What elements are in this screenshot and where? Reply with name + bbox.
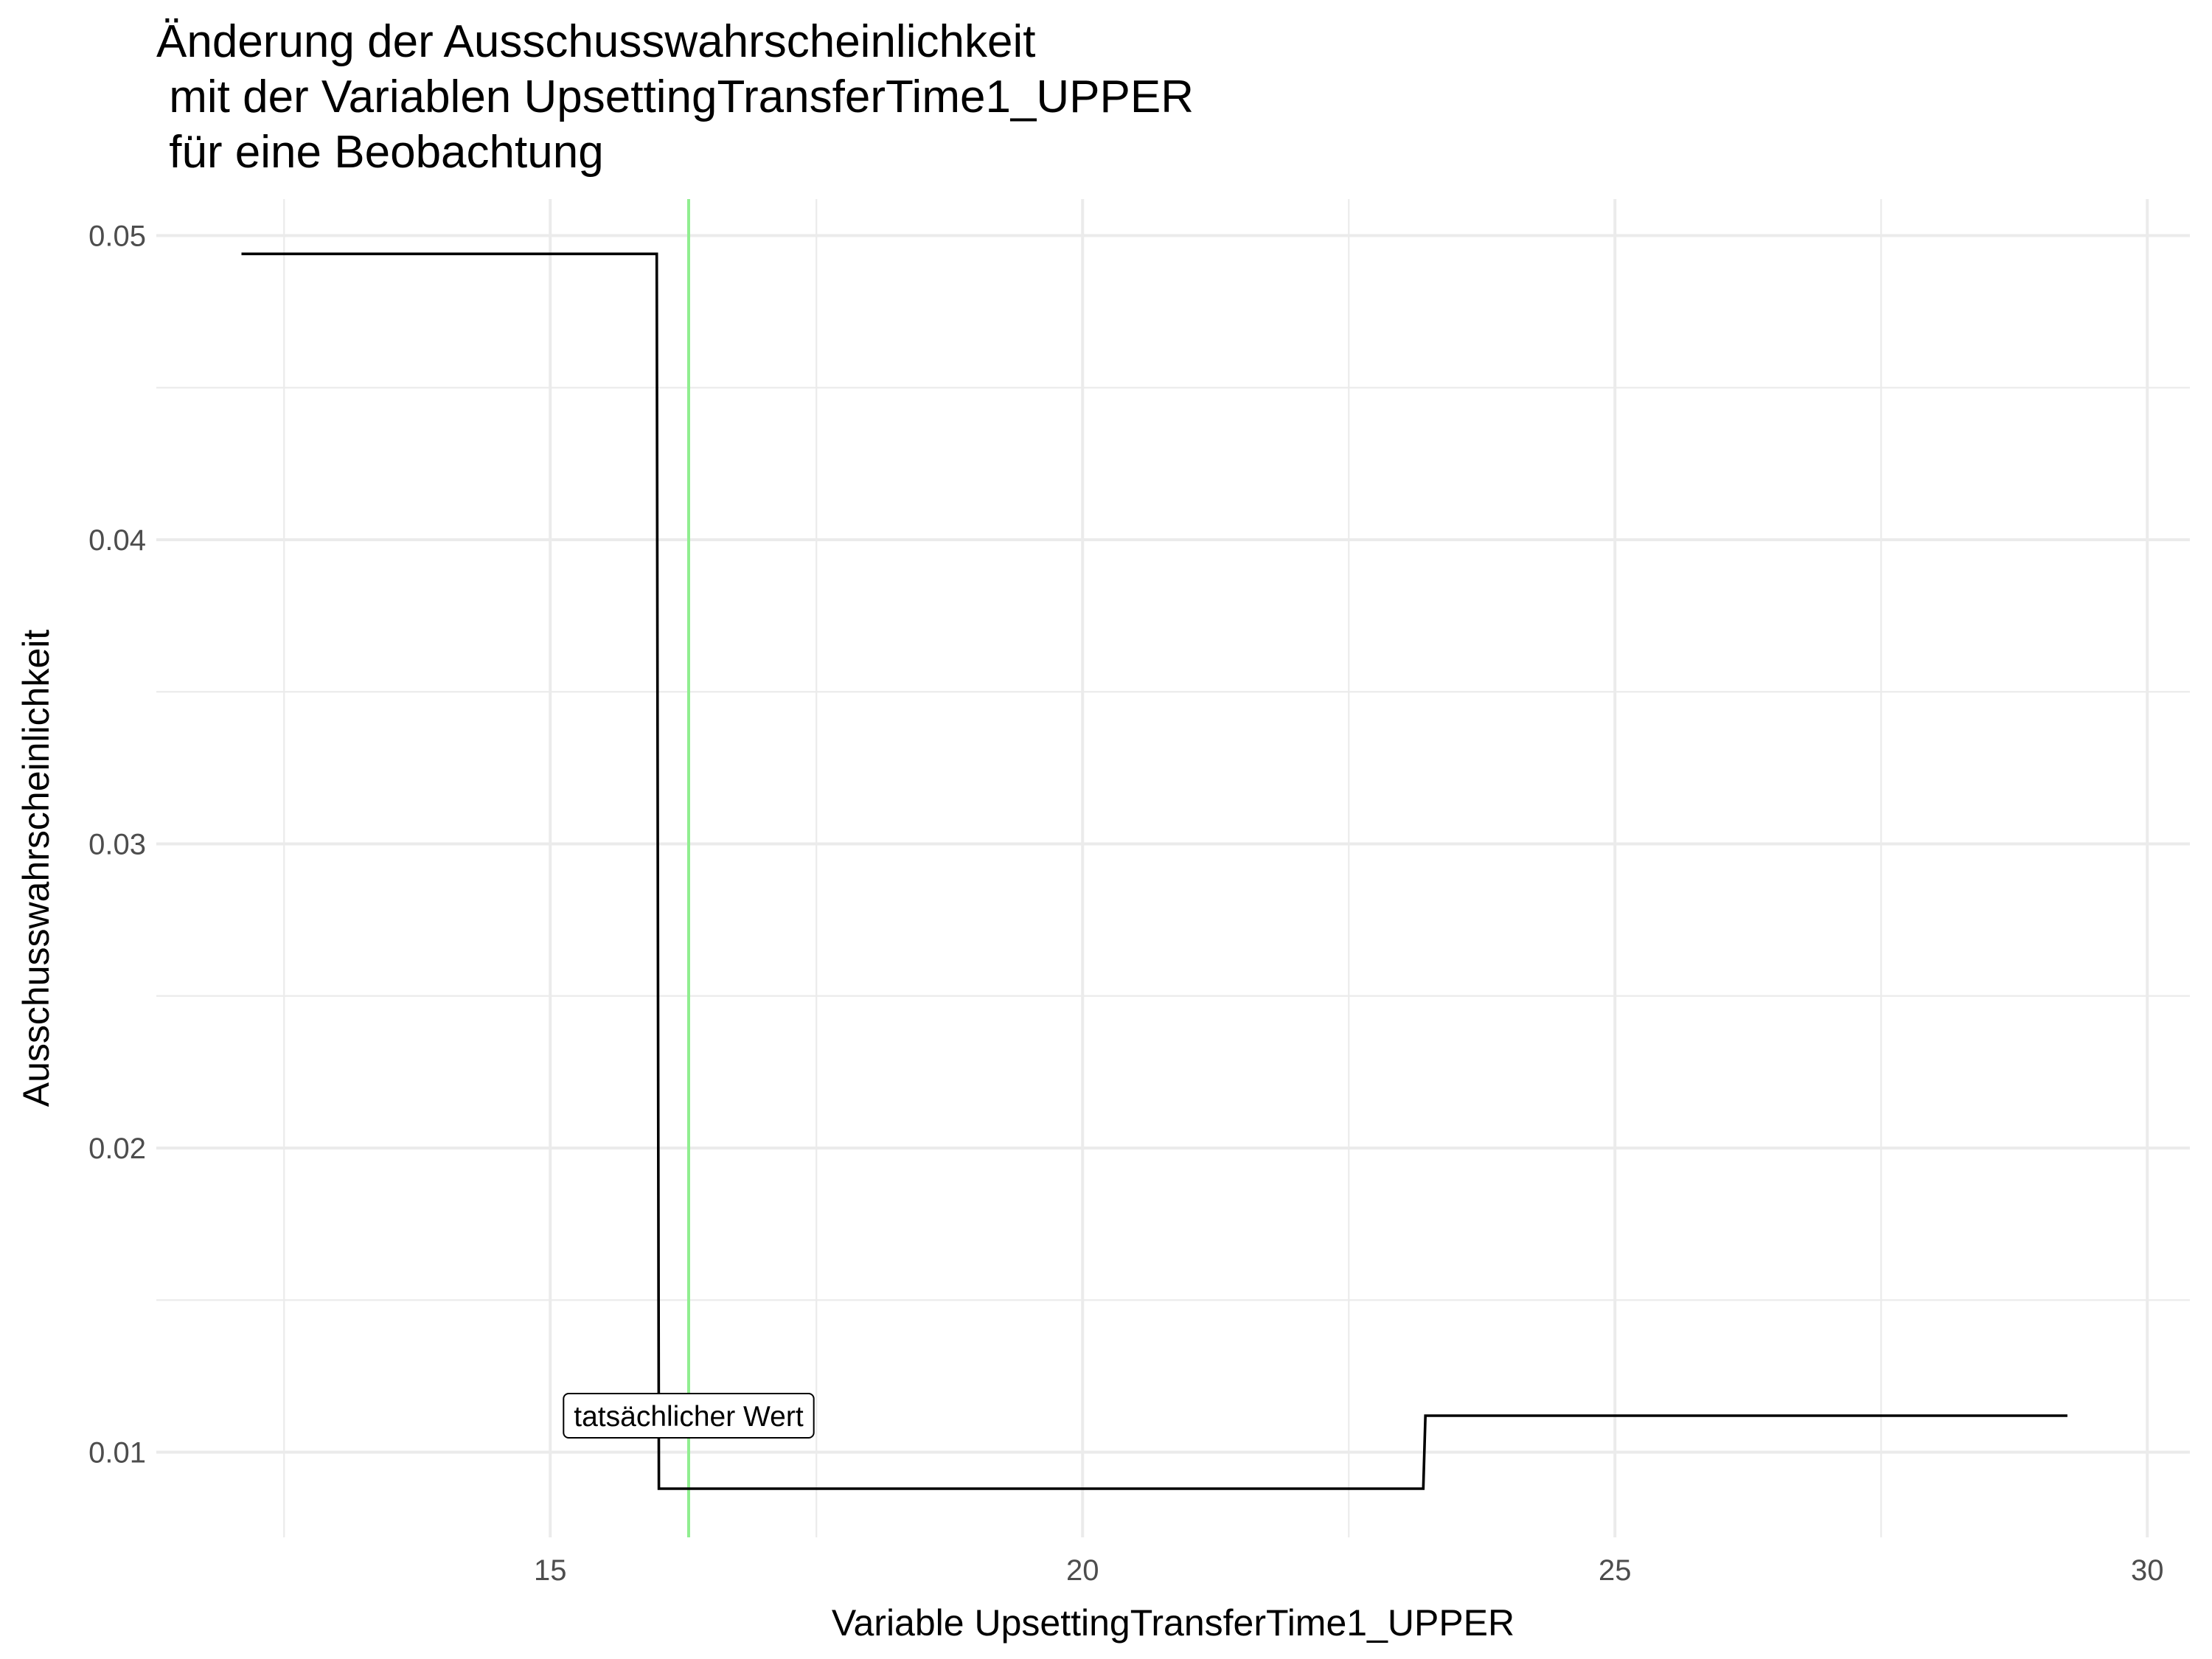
y-axis-title: Ausschusswahrscheinlichkeit xyxy=(15,630,57,1107)
chart-title: Änderung der Ausschusswahrscheinlichkeit… xyxy=(156,16,1194,178)
y-tick-label-4: 0.05 xyxy=(88,220,146,253)
annotation-label: tatsächlicher Wert xyxy=(574,1401,804,1433)
y-tick-label-1: 0.02 xyxy=(88,1133,146,1165)
series-group xyxy=(241,252,2067,1490)
x-axis-title: Variable UpsettingTransferTime1_UPPER xyxy=(832,1602,1514,1644)
x-tick-label-0: 15 xyxy=(534,1554,567,1587)
x-axis-ticks: 15 20 25 30 xyxy=(534,1554,2163,1587)
y-axis-ticks: 0.01 0.02 0.03 0.04 0.05 xyxy=(88,220,146,1470)
y-tick-label-2: 0.03 xyxy=(88,829,146,861)
x-tick-label-1: 20 xyxy=(1066,1554,1099,1587)
series-line-0 xyxy=(241,252,2067,1490)
y-tick-label-3: 0.04 xyxy=(88,524,146,557)
x-tick-label-3: 30 xyxy=(2131,1554,2164,1587)
y-tick-label-0: 0.01 xyxy=(88,1437,146,1470)
title-line-2: mit der Variablen UpsettingTransferTime1… xyxy=(156,72,1194,122)
title-line-1: Änderung der Ausschusswahrscheinlichkeit xyxy=(156,16,1035,67)
annotation-group: tatsächlicher Wert xyxy=(563,1393,815,1439)
title-line-3: für eine Beobachtung xyxy=(156,127,604,178)
minor-gridlines xyxy=(156,199,2190,1537)
x-tick-label-2: 25 xyxy=(1599,1554,1632,1587)
major-gridlines xyxy=(156,199,2190,1537)
annotation-box xyxy=(563,1393,815,1439)
